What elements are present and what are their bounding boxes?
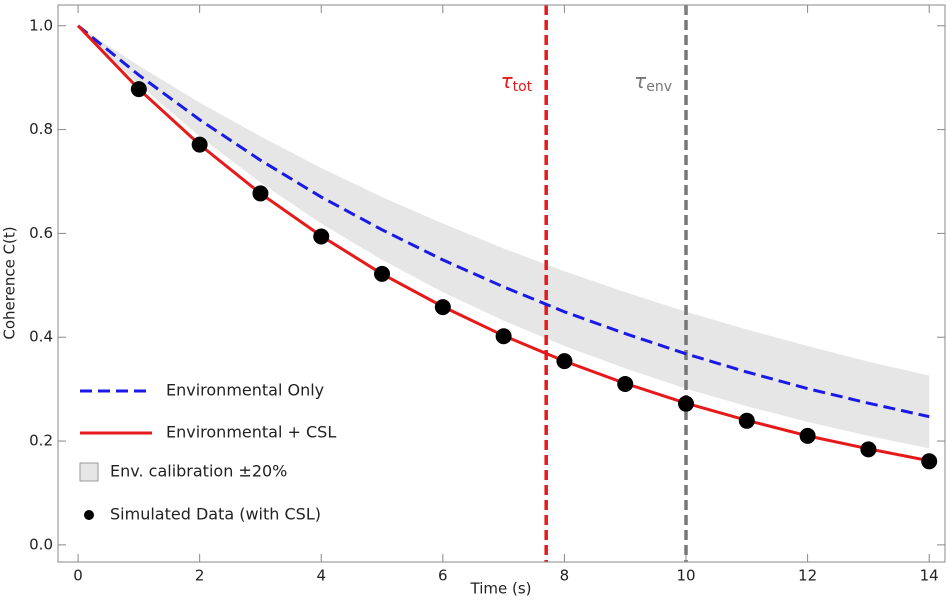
x-tick-label: 14 <box>920 567 939 585</box>
legend-label: Environmental Only <box>166 381 324 400</box>
x-tick-label: 12 <box>798 567 817 585</box>
data-point <box>799 427 816 444</box>
y-tick-label: 0.8 <box>29 120 53 138</box>
threshold-label: τenv <box>634 69 672 96</box>
data-point <box>252 185 269 202</box>
y-tick-label: 0.2 <box>29 432 53 450</box>
data-point <box>313 228 330 245</box>
data-point <box>191 136 208 153</box>
x-axis-label: Time (s) <box>470 580 532 598</box>
x-tick-label: 0 <box>73 567 83 585</box>
x-tick-label: 10 <box>676 567 695 585</box>
x-tick-label: 2 <box>195 567 205 585</box>
subscript: tot <box>513 79 533 95</box>
data-point <box>921 453 938 470</box>
y-axis-label: Coherence C(t) <box>1 226 19 339</box>
legend-swatch <box>79 462 99 482</box>
series-line <box>77 24 930 419</box>
data-point <box>678 395 695 412</box>
x-tick-label: 4 <box>316 567 326 585</box>
data-point <box>617 375 634 392</box>
x-tick-label: 6 <box>438 567 448 585</box>
y-tick-label: 0.0 <box>29 535 53 553</box>
legend: Environmental Only Environmental + CSL Env… <box>79 381 336 524</box>
data-point <box>738 412 755 429</box>
data-point <box>434 299 451 316</box>
y-tick-label: 1.0 <box>29 16 53 34</box>
legend-marker <box>84 510 94 520</box>
symbol: τ <box>634 69 647 93</box>
data-point <box>556 353 573 370</box>
plot-frame <box>57 4 946 563</box>
legend-label: Env. calibration ±20% <box>110 462 287 481</box>
calibration-band <box>78 25 930 449</box>
legend-label: Environmental + CSL <box>166 423 336 442</box>
data-point <box>374 265 391 282</box>
threshold-label: τtot <box>501 69 533 96</box>
data-point <box>130 81 147 98</box>
y-tick-label: 0.6 <box>29 224 53 242</box>
data-point <box>860 441 877 458</box>
data-point <box>495 328 512 345</box>
symbol: τ <box>501 69 514 93</box>
legend-label: Simulated Data (with CSL) <box>110 505 321 524</box>
y-tick-label: 0.4 <box>29 328 53 346</box>
x-tick-label: 8 <box>560 567 570 585</box>
subscript: env <box>646 79 672 95</box>
